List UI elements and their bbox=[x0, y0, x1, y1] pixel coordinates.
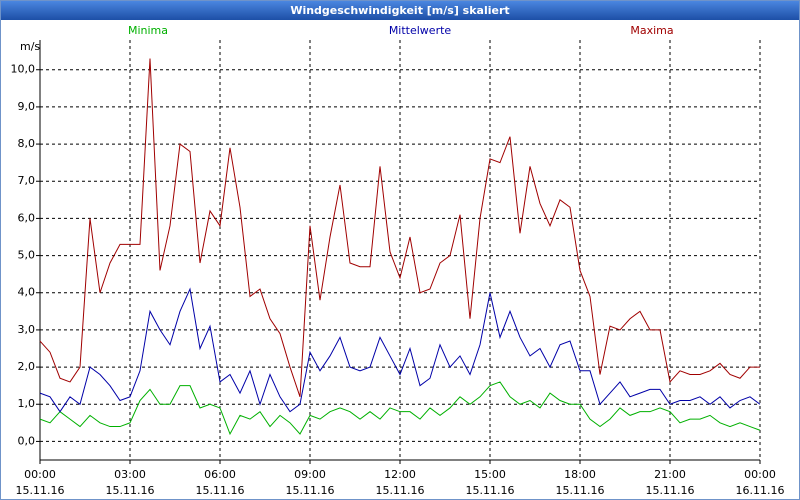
y-tick-label: 9,0 bbox=[18, 100, 36, 113]
x-tick-date: 16.11.16 bbox=[736, 484, 785, 497]
y-tick-label: 0,0 bbox=[18, 434, 36, 447]
x-tick-date: 15.11.16 bbox=[646, 484, 695, 497]
x-tick-date: 15.11.16 bbox=[286, 484, 335, 497]
x-tick-date: 15.11.16 bbox=[106, 484, 155, 497]
legend-entry: Mittelwerte bbox=[389, 24, 452, 37]
y-tick-label: 3,0 bbox=[18, 323, 36, 336]
x-tick-label: 00:00 bbox=[744, 468, 776, 481]
y-tick-label: 4,0 bbox=[18, 286, 36, 299]
x-tick-date: 15.11.16 bbox=[556, 484, 605, 497]
y-axis-label: m/s bbox=[20, 40, 40, 53]
x-tick-label: 21:00 bbox=[654, 468, 686, 481]
legend-entry: Minima bbox=[128, 24, 168, 37]
series-line bbox=[39, 287, 761, 413]
chart-title: Windgeschwindigkeit [m/s] skaliert bbox=[290, 4, 509, 17]
y-tick-label: 6,0 bbox=[18, 211, 36, 224]
x-tick-label: 00:00 bbox=[24, 468, 56, 481]
x-tick-label: 03:00 bbox=[114, 468, 146, 481]
title-bar bbox=[1, 1, 799, 20]
series-line bbox=[39, 381, 761, 436]
x-tick-label: 15:00 bbox=[474, 468, 506, 481]
x-tick-label: 18:00 bbox=[564, 468, 596, 481]
y-tick-label: 2,0 bbox=[18, 360, 36, 373]
x-tick-label: 12:00 bbox=[384, 468, 416, 481]
x-tick-date: 15.11.16 bbox=[196, 484, 245, 497]
x-tick-date: 15.11.16 bbox=[376, 484, 425, 497]
y-tick-label: 5,0 bbox=[18, 249, 36, 262]
x-tick-date: 15.11.16 bbox=[16, 484, 65, 497]
y-tick-label: 1,0 bbox=[18, 397, 36, 410]
legend-entry: Maxima bbox=[630, 24, 673, 37]
y-tick-label: 10,0 bbox=[11, 63, 36, 76]
y-tick-label: 8,0 bbox=[18, 137, 36, 150]
x-tick-date: 15.11.16 bbox=[466, 484, 515, 497]
x-tick-label: 09:00 bbox=[294, 468, 326, 481]
x-tick-label: 06:00 bbox=[204, 468, 236, 481]
y-tick-label: 7,0 bbox=[18, 174, 36, 187]
series-line bbox=[39, 58, 760, 397]
